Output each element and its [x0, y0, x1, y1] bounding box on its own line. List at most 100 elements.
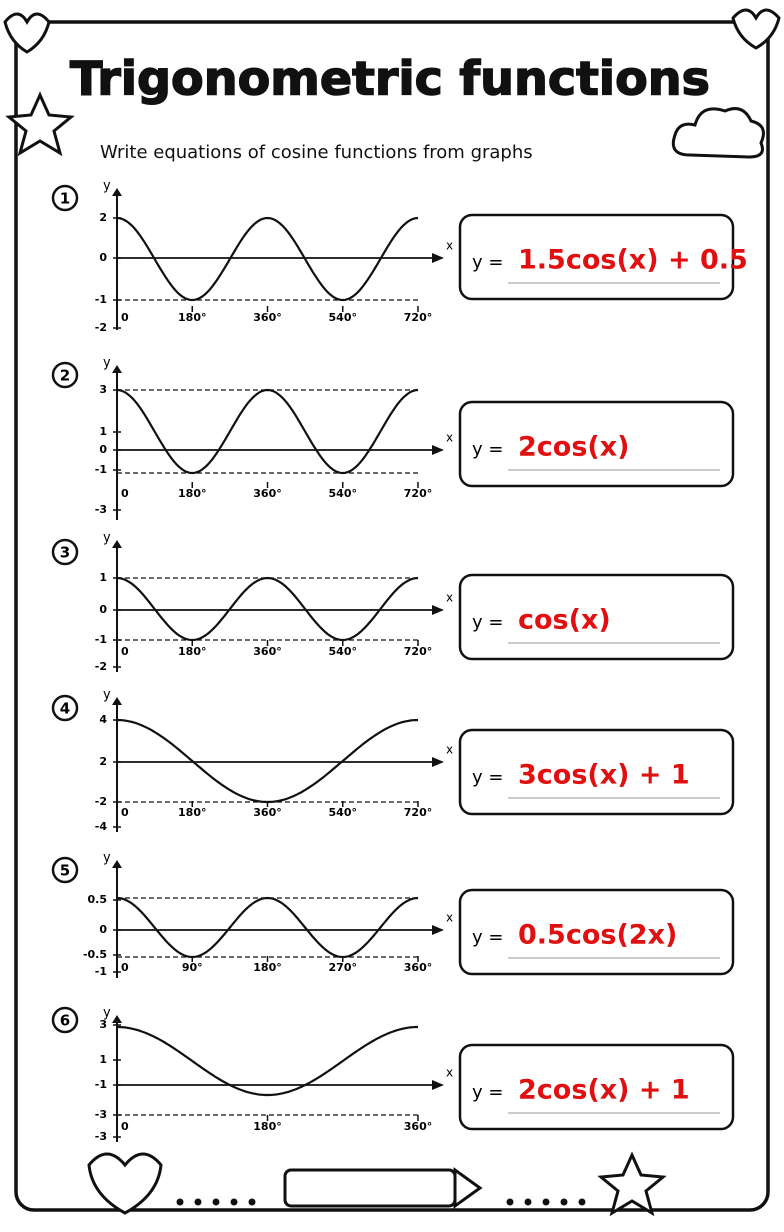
x-axis-arrow	[432, 757, 444, 767]
cosine-curve	[116, 718, 419, 804]
y-tick-label: -1	[95, 965, 107, 978]
x-tick-label: 540°	[329, 311, 357, 324]
star-decoration	[597, 1151, 667, 1217]
heart-decoration	[87, 1152, 163, 1215]
y-axis-label: y	[103, 531, 111, 546]
y-tick-label: -3	[95, 503, 107, 516]
dots-decoration	[176, 1198, 586, 1206]
y-tick-label: 2	[99, 211, 107, 224]
y-tick-label: 1	[99, 1053, 107, 1066]
problem-number: 2	[60, 367, 70, 385]
x-tick-label: 180°	[178, 645, 206, 658]
y-tick-label: 0	[99, 603, 107, 616]
x-axis-label: x	[446, 1066, 453, 1080]
star-decoration	[5, 91, 75, 157]
x-tick-label: 360°	[404, 961, 432, 974]
y-axis-arrow	[112, 540, 122, 548]
problem-number-circle	[51, 856, 79, 884]
x-axis-label: x	[446, 591, 453, 605]
x-tick-label: 180°	[178, 311, 206, 324]
problem-number-circle	[51, 694, 79, 722]
answer: 0.5cos(2x)	[518, 920, 677, 951]
x-axis-arrow	[432, 605, 444, 615]
answer-prefix: y =	[472, 252, 503, 273]
x-tick-label: 360°	[253, 806, 281, 819]
y-axis-arrow	[112, 1015, 122, 1023]
cosine-curve	[116, 576, 419, 642]
x-axis-arrow	[432, 925, 444, 935]
x-tick-label: 180°	[253, 1120, 281, 1133]
x-tick-label: 360°	[253, 645, 281, 658]
x-tick-label: 90°	[182, 961, 203, 974]
x-tick-label: 540°	[329, 645, 357, 658]
y-tick-label: 2	[99, 755, 107, 768]
pencil-decoration	[283, 1168, 457, 1208]
x-tick-label: 270°	[329, 961, 357, 974]
answer-box	[458, 400, 735, 488]
x-tick-label: 180°	[178, 806, 206, 819]
y-axis-arrow	[112, 860, 122, 868]
x-axis-label: x	[446, 743, 453, 757]
y-tick-label: -3	[95, 1108, 107, 1121]
y-tick-label: 0.5	[88, 893, 108, 906]
x-tick-label: 180°	[253, 961, 281, 974]
y-tick-label: -1	[95, 633, 107, 646]
y-tick-label: 0	[99, 251, 107, 264]
problem-number-circle	[51, 184, 79, 212]
x-tick-label: 360°	[253, 311, 281, 324]
y-tick-label: 1	[99, 425, 107, 438]
x-tick-label: 0	[121, 311, 129, 324]
x-tick-label: 720°	[404, 487, 432, 500]
y-axis-label: y	[103, 851, 111, 866]
answer-box	[458, 213, 735, 301]
x-tick-label: 0	[121, 487, 129, 500]
y-tick-label: 4	[99, 713, 107, 726]
x-tick-label: 540°	[329, 806, 357, 819]
answer: 1.5cos(x) + 0.5	[518, 245, 748, 276]
answer-prefix: y =	[472, 1082, 503, 1103]
heart-decoration	[3, 12, 51, 54]
x-tick-label: 720°	[404, 806, 432, 819]
y-tick-label: -2	[95, 795, 107, 808]
problem-number: 4	[60, 700, 70, 718]
x-axis-arrow	[432, 253, 444, 263]
problem-number-circle	[51, 1006, 79, 1034]
answer-box	[458, 728, 735, 816]
answer-box	[458, 573, 735, 661]
pencil-tip	[453, 1167, 483, 1209]
y-tick-label: -1	[95, 1078, 107, 1091]
answer-prefix: y =	[472, 767, 503, 788]
answer-prefix: y =	[472, 612, 503, 633]
answer-prefix: y =	[472, 439, 503, 460]
y-axis-arrow	[112, 188, 122, 196]
cosine-curve	[117, 1025, 418, 1097]
x-tick-label: 360°	[253, 487, 281, 500]
x-axis-arrow	[432, 1080, 444, 1090]
y-tick-label: -0.5	[83, 948, 107, 961]
cosine-curve	[116, 216, 419, 302]
x-axis-label: x	[446, 911, 453, 925]
answer: 3cos(x) + 1	[518, 760, 690, 791]
y-tick-label: 0	[99, 443, 107, 456]
x-tick-label: 0	[121, 961, 129, 974]
cloud-decoration	[671, 107, 765, 159]
y-tick-label: -3	[95, 1130, 107, 1143]
y-axis-label: y	[103, 1006, 111, 1021]
answer: 2cos(x) + 1	[518, 1075, 690, 1106]
y-tick-label: 1	[99, 571, 107, 584]
heart-decoration	[731, 8, 781, 50]
x-tick-label: 0	[121, 806, 129, 819]
y-axis-label: y	[103, 179, 111, 194]
page-border	[14, 20, 770, 1212]
x-tick-label: 0	[121, 1120, 129, 1133]
problem-number: 1	[60, 190, 70, 208]
problem-number: 5	[60, 862, 70, 880]
x-axis-arrow	[432, 445, 444, 455]
x-tick-label: 360°	[404, 1120, 432, 1133]
answer: cos(x)	[518, 605, 611, 636]
answer: 2cos(x)	[518, 432, 630, 463]
y-tick-label: -1	[95, 293, 107, 306]
cosine-curve	[116, 388, 419, 475]
y-tick-label: -4	[95, 820, 108, 833]
